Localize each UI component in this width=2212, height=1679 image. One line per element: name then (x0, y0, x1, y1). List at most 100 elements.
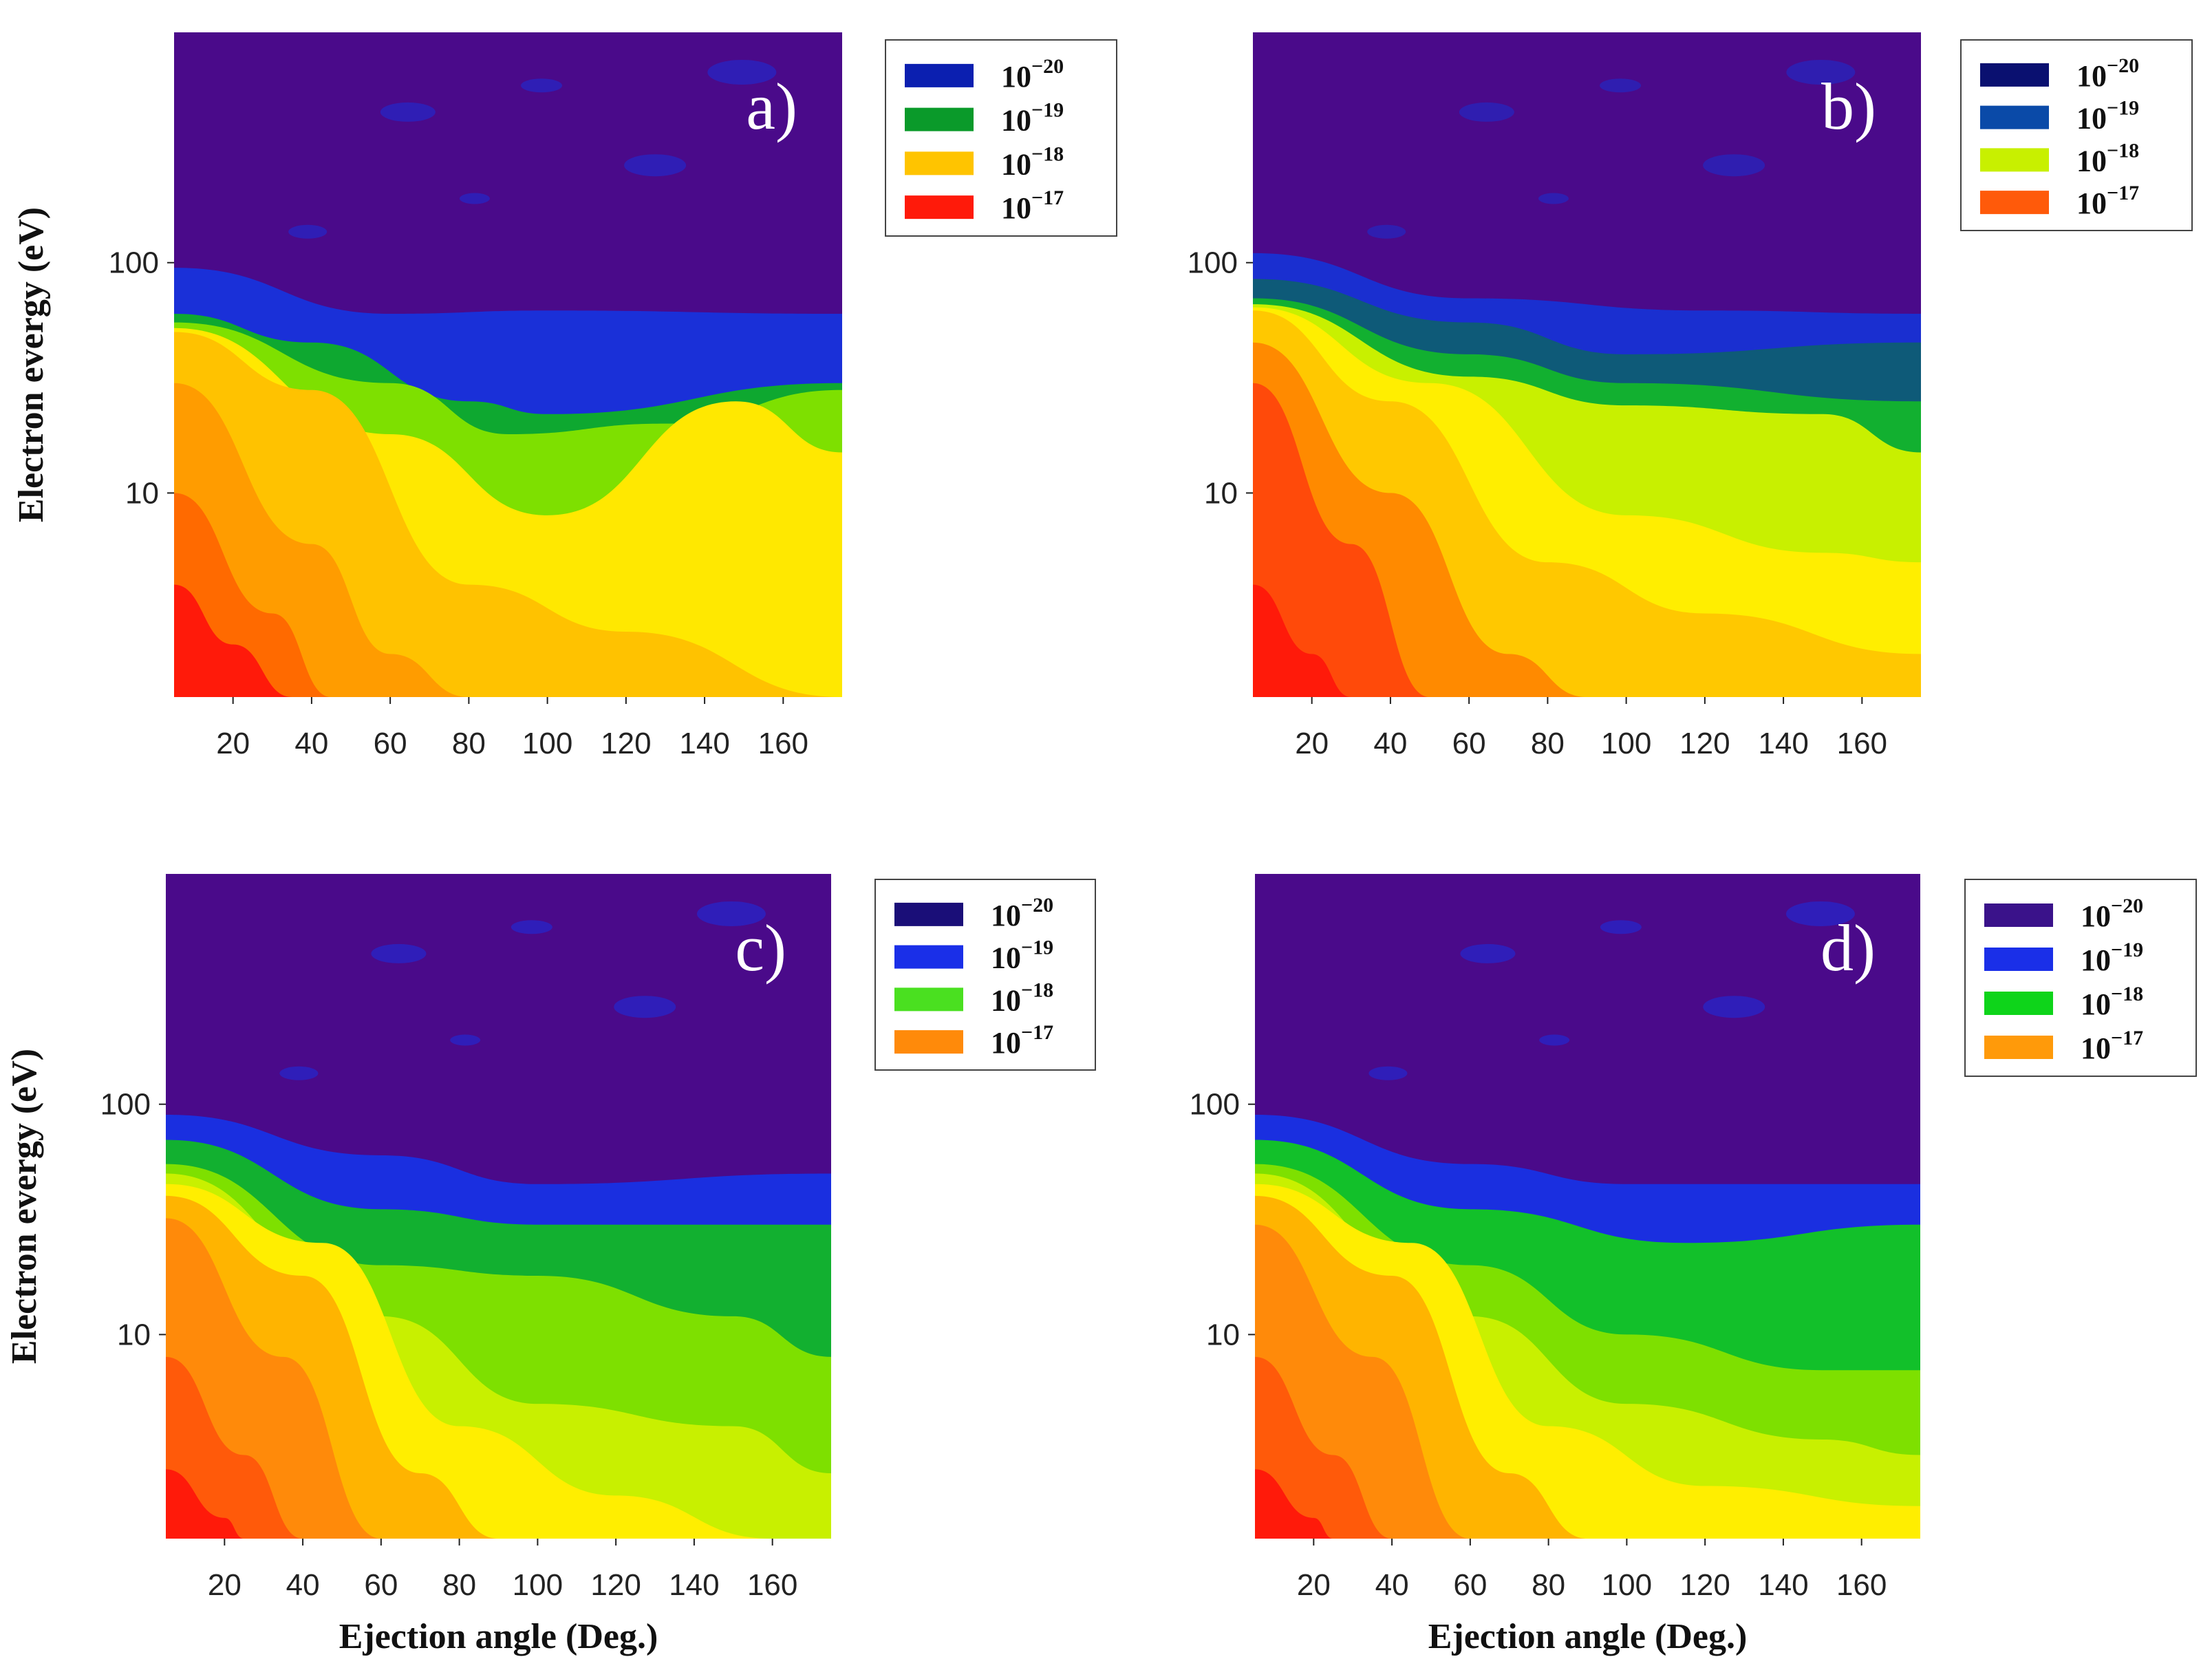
legend-label: 10−19 (1001, 99, 1064, 138)
legend-swatch (1984, 992, 2053, 1015)
contour-band-8 (166, 1356, 303, 1539)
contour-blob (1368, 1066, 1408, 1080)
contour-blob (279, 1066, 319, 1080)
legend-swatch (1980, 105, 2049, 129)
x-tick-label: 80 (1532, 1568, 1565, 1602)
contour-blob (1786, 59, 1856, 85)
contour-blob (1367, 224, 1406, 239)
legend-label: 10−20 (2076, 54, 2139, 93)
x-tick-label: 120 (1679, 1568, 1730, 1602)
legend-swatch (905, 151, 974, 175)
contour-blob (1703, 996, 1765, 1018)
x-tick-label: 160 (1837, 727, 1887, 760)
panel-b: b)20 40 60 80 100 120 140 1601010010−2010−1910−… (1188, 32, 2193, 760)
contour-blob (288, 224, 327, 239)
y-tick-label: 100 (1188, 246, 1238, 280)
legend-label: 10−17 (1001, 186, 1064, 225)
legend-label: 10−20 (1001, 55, 1064, 94)
contour-blob (1600, 920, 1642, 934)
y-tick-label: 10 (117, 1318, 151, 1351)
panel-label: c) (735, 911, 786, 985)
panel-d: d) 20 40 60 80 100 120 140 160 10 100 Ejection angl… (1190, 874, 2197, 1656)
x-tick-label: 60 (374, 727, 407, 760)
y-tick-label: 10 (1204, 476, 1238, 510)
legend-label: 10−19 (2081, 939, 2143, 977)
contour-blob (521, 78, 563, 93)
legend-swatch (1984, 1036, 2053, 1059)
contour-band-8 (1255, 1356, 1393, 1539)
y-axis-label: Electron evergy (eV) (12, 207, 51, 522)
legend-swatch (1984, 903, 2053, 927)
x-tick-label: 120 (1679, 727, 1730, 760)
x-tick-label: 80 (1531, 727, 1565, 760)
x-tick-label: 120 (590, 1568, 641, 1602)
x-tick-label: 20 (1297, 1568, 1331, 1602)
x-axis-label: Ejection angle (Deg.) (1428, 1617, 1748, 1656)
x-tick-label: 100 (522, 727, 572, 760)
y-axis-label: Electron evergy (eV) (5, 1049, 44, 1364)
contour-blob (696, 901, 766, 926)
contour-blob (450, 1034, 481, 1046)
x-tick-label: 140 (1758, 1568, 1808, 1602)
x-tick-label: 140 (679, 727, 729, 760)
panel-label: a) (746, 69, 797, 143)
contour-blob (1459, 102, 1514, 122)
contour-plot (166, 874, 831, 1539)
legend-swatch (894, 945, 963, 969)
x-tick-label: 40 (294, 727, 328, 760)
x-tick-label: 40 (1375, 1568, 1409, 1602)
contour-plot (1253, 32, 1921, 697)
x-tick-label: 40 (1373, 727, 1407, 760)
y-tick-label: 100 (109, 246, 159, 280)
legend: 10−20 10−19 10−18 10−17 (885, 39, 1117, 237)
x-tick-label: 20 (216, 727, 250, 760)
legend-swatch (1980, 63, 2049, 87)
x-tick-label: 120 (601, 727, 651, 760)
contour-blob (1538, 193, 1569, 204)
contour-blob (707, 59, 777, 85)
contour-band-9 (1255, 1469, 1333, 1539)
legend-label: 10−20 (991, 894, 1053, 932)
y-tick-label: 100 (1190, 1088, 1240, 1122)
legend-swatch (905, 195, 974, 220)
contour-blob (1785, 901, 1855, 926)
x-tick-label: 60 (1453, 1568, 1487, 1602)
contour-band-8 (174, 584, 292, 697)
contour-band-8 (1253, 383, 1430, 697)
y-tick-label: 10 (1206, 1318, 1240, 1351)
x-tick-label: 100 (1602, 1568, 1652, 1602)
legend-label: 10−18 (1001, 142, 1064, 181)
x-tick-label: 20 (1295, 727, 1329, 760)
legend-label: 10−18 (2076, 139, 2139, 178)
legend-swatch (1984, 948, 2053, 971)
x-tick-label: 100 (1601, 727, 1651, 760)
legend-label: 10−18 (2081, 983, 2143, 1021)
x-tick-label: 160 (747, 1568, 797, 1602)
panel-label: b) (1821, 69, 1876, 143)
x-axis-label: Ejection angle (Deg.) (339, 1617, 658, 1656)
contour-blob (614, 996, 676, 1018)
x-tick-label: 160 (1836, 1568, 1887, 1602)
y-tick-label: 10 (125, 476, 159, 510)
x-tick-label: 80 (442, 1568, 476, 1602)
x-tick-label: 80 (452, 727, 486, 760)
legend-swatch (905, 63, 974, 87)
contour-blob (1539, 1034, 1570, 1046)
legend-label: 10−17 (2081, 1027, 2143, 1065)
x-tick-label: 100 (513, 1568, 563, 1602)
x-tick-label: 140 (1758, 727, 1808, 760)
contour-band-9 (166, 1469, 244, 1539)
legend-label: 10−17 (2076, 182, 2139, 220)
legend-label: 10−19 (991, 937, 1053, 975)
contour-blob (1460, 943, 1516, 963)
contour-blob (459, 193, 490, 204)
legend-swatch (894, 987, 963, 1012)
legend-label: 10−19 (2076, 97, 2139, 136)
x-tick-label: 60 (1452, 727, 1486, 760)
x-tick-label: 160 (758, 727, 808, 760)
contour-blob (380, 102, 436, 122)
legend-swatch (1980, 148, 2049, 172)
